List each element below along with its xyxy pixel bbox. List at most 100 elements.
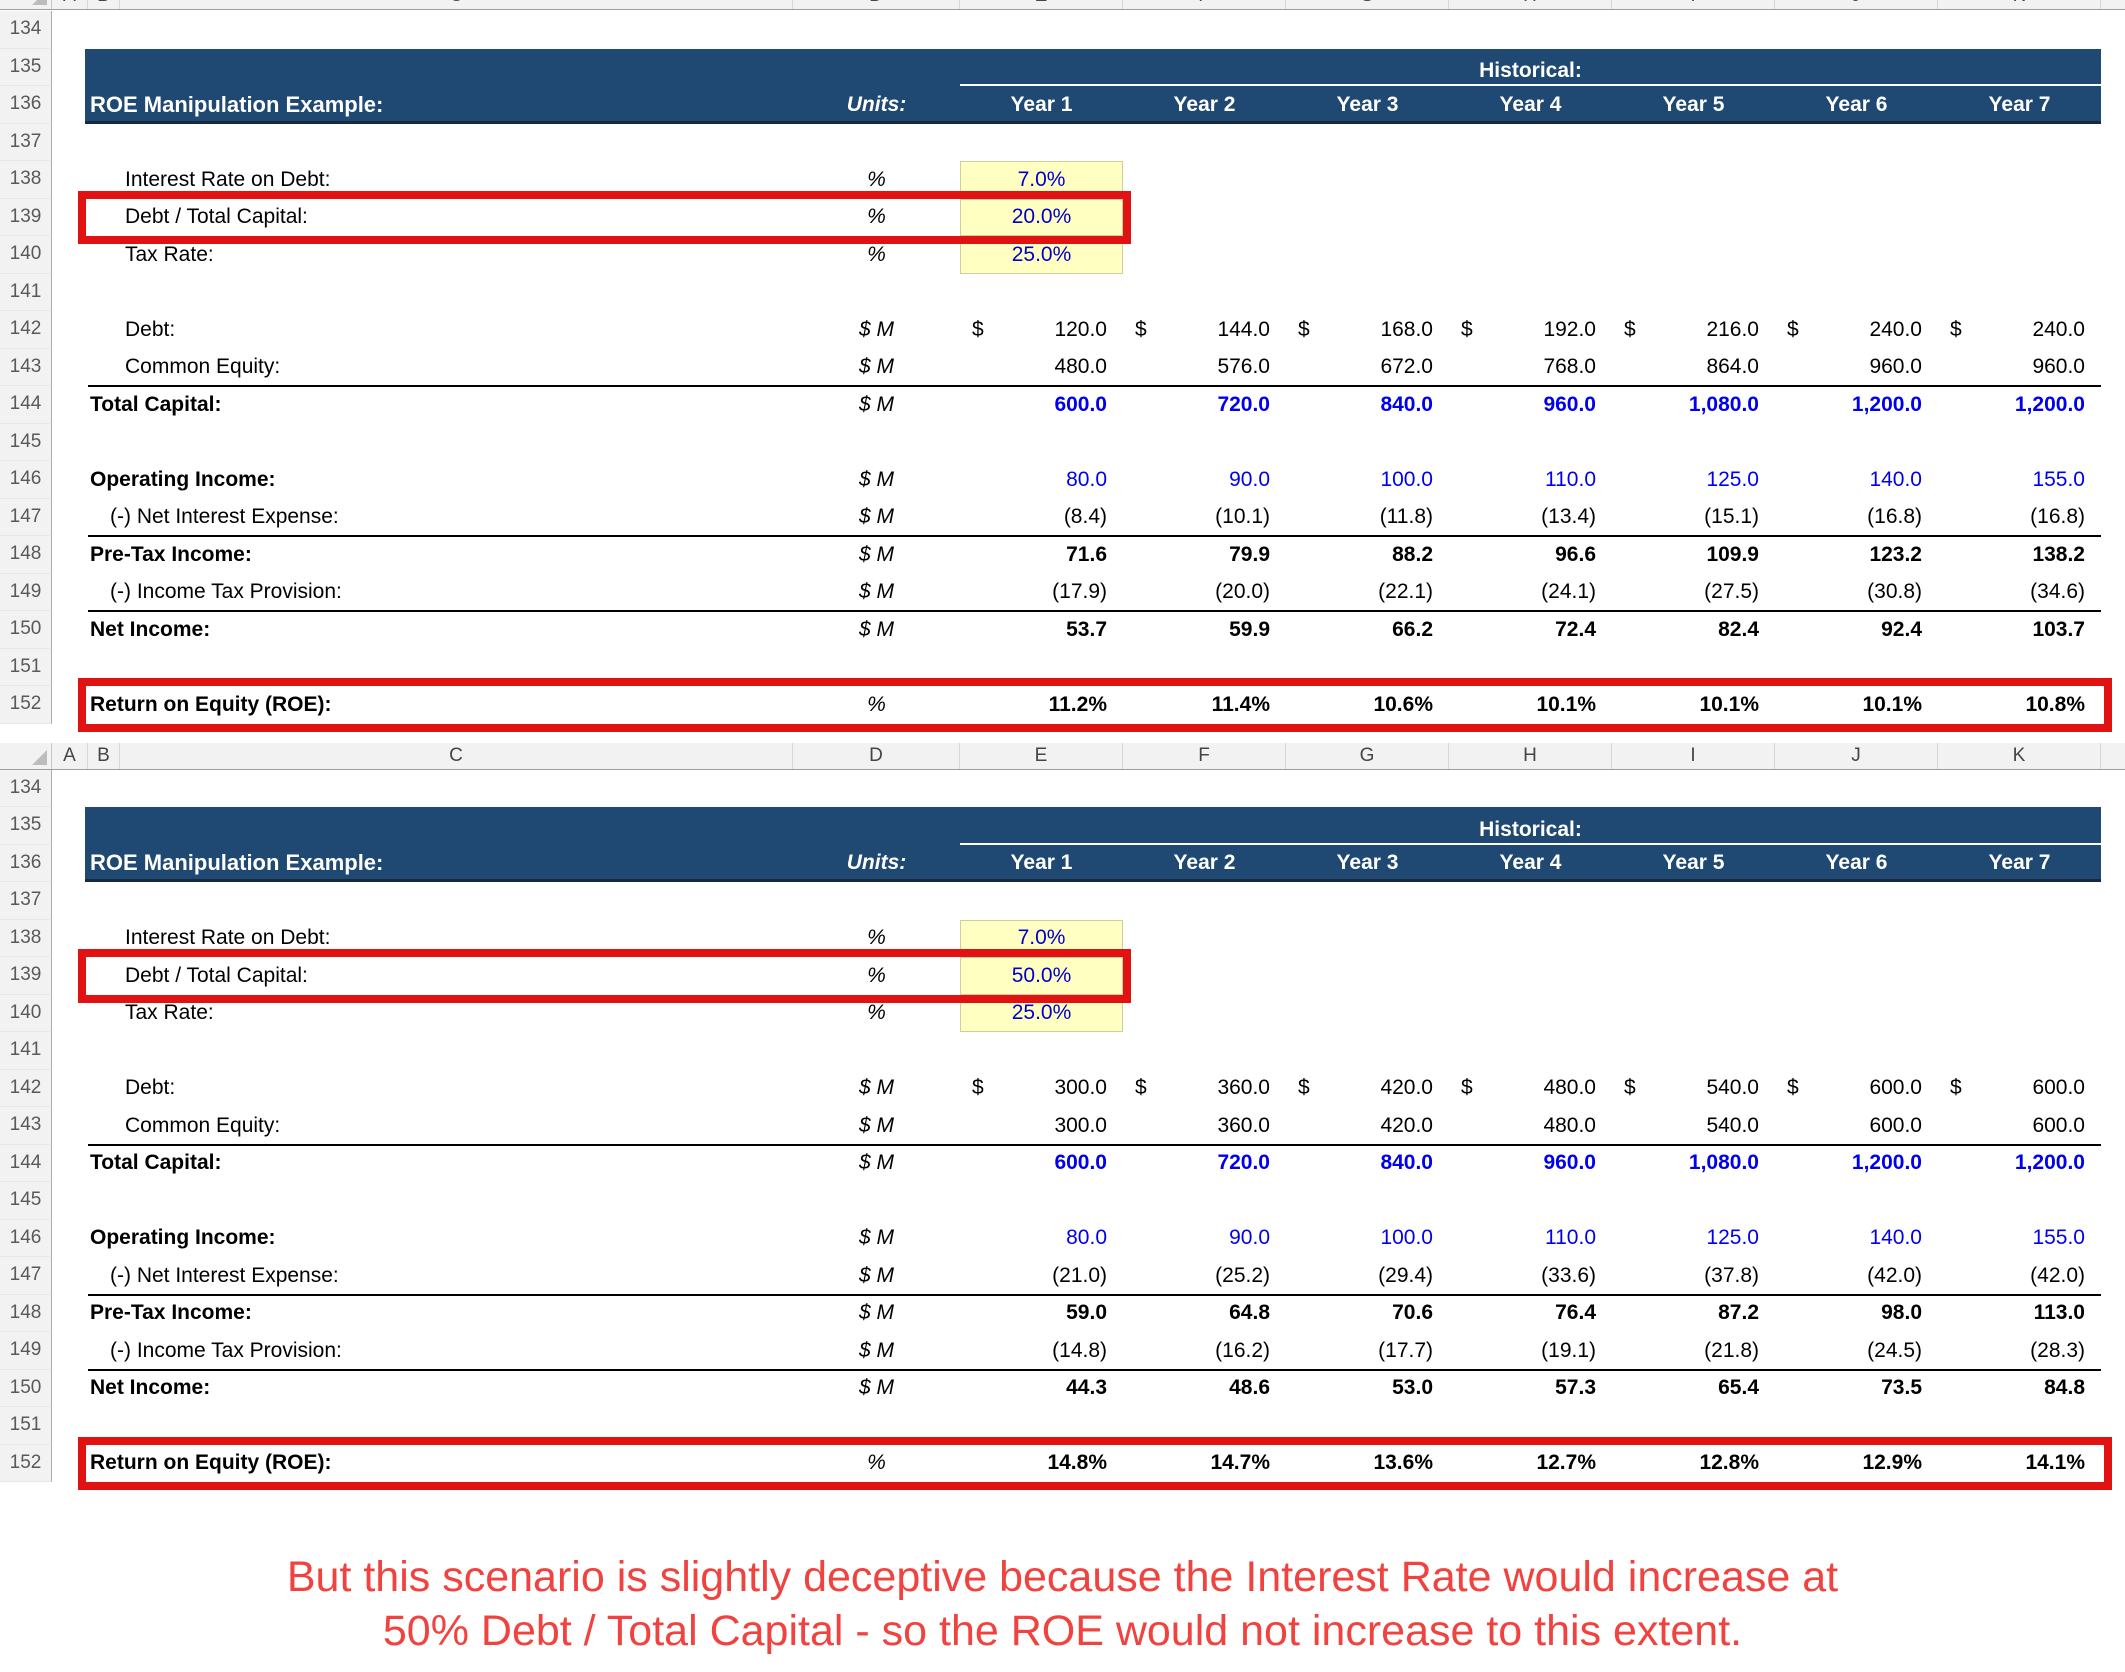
value-cell[interactable]: (24.1) bbox=[1541, 580, 1596, 604]
value-cell[interactable]: 53.7 bbox=[1066, 617, 1107, 641]
year-header-2[interactable]: Year 2 bbox=[1173, 92, 1236, 116]
row-number[interactable]: 138 bbox=[0, 161, 52, 199]
empty-cell[interactable] bbox=[1123, 161, 1286, 199]
row-number[interactable]: 134 bbox=[0, 11, 52, 49]
input-cell[interactable]: 20.0% bbox=[960, 198, 1123, 236]
value-cell[interactable]: 10.1% bbox=[1699, 692, 1759, 716]
value-cell[interactable]: (42.0) bbox=[2030, 1263, 2085, 1287]
value-cell[interactable]: 110.0 bbox=[1545, 467, 1596, 491]
row-number[interactable]: 136 bbox=[0, 844, 52, 882]
input-cell[interactable]: 7.0% bbox=[960, 919, 1123, 957]
value-cell[interactable]: 12.7% bbox=[1536, 1451, 1596, 1475]
row-number[interactable]: 146 bbox=[0, 461, 52, 499]
value-cell[interactable]: 10.1% bbox=[1536, 692, 1596, 716]
value-cell[interactable]: 110.0 bbox=[1545, 1226, 1596, 1250]
row-number[interactable]: 148 bbox=[0, 1294, 52, 1332]
value-cell[interactable]: 155.0 bbox=[2032, 467, 2085, 491]
value-cell[interactable]: (10.1) bbox=[1215, 505, 1270, 529]
year-header-6[interactable]: Year 6 bbox=[1825, 851, 1888, 875]
value-cell[interactable]: 1,200.0 bbox=[2014, 1151, 2085, 1175]
value-cell[interactable]: 109.9 bbox=[1706, 542, 1759, 566]
row-number[interactable]: 150 bbox=[0, 1369, 52, 1407]
row-number[interactable]: 144 bbox=[0, 386, 52, 424]
value-cell[interactable]: (21.0) bbox=[1052, 1263, 1107, 1287]
row-number[interactable]: 147 bbox=[0, 498, 52, 536]
row-number[interactable]: 143 bbox=[0, 348, 52, 386]
value-cell[interactable]: 600.0 bbox=[1054, 1151, 1107, 1175]
value-cell[interactable]: 88.2 bbox=[1392, 542, 1433, 566]
empty-cell[interactable] bbox=[1612, 236, 1775, 274]
value-cell[interactable]: 480.0 bbox=[1543, 1113, 1596, 1137]
value-cell[interactable]: $360.0 bbox=[1123, 1070, 1286, 1108]
column-letter-G[interactable]: G bbox=[1286, 0, 1449, 9]
value-cell[interactable]: 113.0 bbox=[2033, 1301, 2085, 1325]
empty-cell[interactable] bbox=[1123, 957, 1286, 995]
value-cell[interactable]: 96.6 bbox=[1555, 542, 1596, 566]
value-cell[interactable]: 71.6 bbox=[1066, 542, 1107, 566]
empty-cell[interactable] bbox=[1449, 995, 1612, 1033]
value-cell[interactable]: 1,200.0 bbox=[1851, 392, 1922, 416]
value-cell[interactable]: (42.0) bbox=[1867, 1263, 1922, 1287]
value-cell[interactable]: 600.0 bbox=[1054, 392, 1107, 416]
value-cell[interactable]: 125.0 bbox=[1706, 467, 1759, 491]
year-header-2[interactable]: Year 2 bbox=[1173, 851, 1236, 875]
column-letter-C[interactable]: C bbox=[120, 742, 793, 769]
value-cell[interactable]: 72.4 bbox=[1555, 617, 1596, 641]
value-cell[interactable]: 420.0 bbox=[1380, 1113, 1433, 1137]
value-cell[interactable]: (21.8) bbox=[1704, 1338, 1759, 1362]
value-cell[interactable]: 11.2% bbox=[1048, 692, 1107, 716]
value-cell[interactable]: (13.4) bbox=[1541, 505, 1596, 529]
value-cell[interactable]: 960.0 bbox=[2032, 355, 2085, 379]
empty-cell[interactable] bbox=[1123, 236, 1286, 274]
value-cell[interactable]: (34.6) bbox=[2030, 580, 2085, 604]
empty-cell[interactable] bbox=[1123, 199, 1286, 237]
column-letter-K[interactable]: K bbox=[1938, 742, 2101, 769]
value-cell[interactable]: 70.6 bbox=[1392, 1301, 1433, 1325]
value-cell[interactable]: 140.0 bbox=[1869, 1226, 1922, 1250]
row-number[interactable]: 141 bbox=[0, 1032, 52, 1070]
row-number[interactable]: 152 bbox=[0, 686, 52, 724]
row-number[interactable]: 147 bbox=[0, 1257, 52, 1295]
value-cell[interactable]: $144.0 bbox=[1123, 311, 1286, 349]
value-cell[interactable]: 300.0 bbox=[1054, 1113, 1107, 1137]
value-cell[interactable]: 360.0 bbox=[1217, 1113, 1270, 1137]
value-cell[interactable]: (24.5) bbox=[1867, 1338, 1922, 1362]
value-cell[interactable]: 90.0 bbox=[1229, 1226, 1270, 1250]
empty-cell[interactable] bbox=[1286, 199, 1449, 237]
empty-cell[interactable] bbox=[1286, 957, 1449, 995]
value-cell[interactable]: $600.0 bbox=[1938, 1070, 2101, 1108]
empty-cell[interactable] bbox=[1123, 995, 1286, 1033]
empty-cell[interactable] bbox=[1612, 920, 1775, 958]
column-letter-D[interactable]: D bbox=[793, 0, 960, 9]
column-letter-K[interactable]: K bbox=[1938, 0, 2101, 9]
value-cell[interactable]: 10.6% bbox=[1373, 692, 1433, 716]
value-cell[interactable]: 10.1% bbox=[1862, 692, 1922, 716]
value-cell[interactable]: 79.9 bbox=[1229, 542, 1270, 566]
year-header-4[interactable]: Year 4 bbox=[1499, 851, 1562, 875]
value-cell[interactable]: $300.0 bbox=[960, 1070, 1123, 1108]
value-cell[interactable]: (19.1) bbox=[1541, 1338, 1596, 1362]
value-cell[interactable]: 960.0 bbox=[1869, 355, 1922, 379]
row-number[interactable]: 149 bbox=[0, 1332, 52, 1370]
year-header-1[interactable]: Year 1 bbox=[1010, 851, 1073, 875]
empty-cell[interactable] bbox=[1938, 957, 2101, 995]
empty-cell[interactable] bbox=[1286, 161, 1449, 199]
value-cell[interactable]: 53.0 bbox=[1392, 1376, 1433, 1400]
value-cell[interactable]: $480.0 bbox=[1449, 1070, 1612, 1108]
row-number[interactable]: 136 bbox=[0, 86, 52, 124]
value-cell[interactable]: 73.5 bbox=[1881, 1376, 1922, 1400]
row-number[interactable]: 139 bbox=[0, 198, 52, 236]
year-header-7[interactable]: Year 7 bbox=[1988, 92, 2051, 116]
column-letter-B[interactable]: B bbox=[88, 0, 120, 9]
value-cell[interactable]: (27.5) bbox=[1704, 580, 1759, 604]
row-number[interactable]: 152 bbox=[0, 1444, 52, 1482]
input-cell[interactable]: 25.0% bbox=[960, 994, 1123, 1032]
year-header-3[interactable]: Year 3 bbox=[1336, 92, 1399, 116]
value-cell[interactable]: $192.0 bbox=[1449, 311, 1612, 349]
value-cell[interactable]: 155.0 bbox=[2032, 1226, 2085, 1250]
value-cell[interactable]: 480.0 bbox=[1054, 355, 1107, 379]
empty-cell[interactable] bbox=[1286, 995, 1449, 1033]
row-number[interactable]: 137 bbox=[0, 882, 52, 920]
empty-cell[interactable] bbox=[1612, 199, 1775, 237]
value-cell[interactable]: (30.8) bbox=[1867, 580, 1922, 604]
